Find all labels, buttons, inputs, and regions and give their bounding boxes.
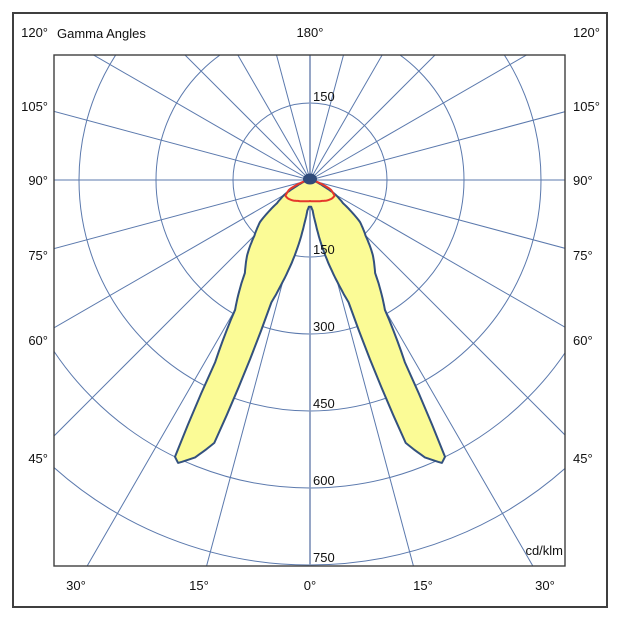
gamma-angle-label-left: 120° bbox=[21, 25, 48, 40]
gamma-angle-label-right: 60° bbox=[573, 333, 593, 348]
gamma-ray bbox=[309, 179, 565, 249]
gamma-ray bbox=[54, 179, 311, 250]
gamma-angle-label-bottom: 15° bbox=[189, 578, 209, 593]
gamma-angle-label-left: 90° bbox=[28, 173, 48, 188]
gamma-angle-label-right: 105° bbox=[573, 99, 600, 114]
gamma-ray bbox=[309, 55, 345, 181]
gamma-ray bbox=[54, 179, 311, 437]
gamma-angle-label-bottom: 0° bbox=[303, 578, 317, 593]
gamma-angle-label-left: 105° bbox=[21, 99, 48, 114]
plot-border bbox=[53, 54, 566, 567]
gamma-angle-label-top: 180° bbox=[296, 25, 324, 40]
gamma-angle-label-left: 75° bbox=[28, 248, 48, 263]
gamma-angle-label-bottom: 30° bbox=[535, 578, 555, 593]
cross-plane-curve bbox=[284, 179, 336, 203]
gamma-ray bbox=[309, 111, 565, 181]
gamma-angle-label-bottom: 30° bbox=[66, 578, 86, 593]
gamma-angle-label-left: 45° bbox=[28, 451, 48, 466]
gamma-ray bbox=[184, 55, 311, 181]
gamma-ray bbox=[92, 55, 311, 181]
intensity-tick-label: 450 bbox=[313, 396, 335, 411]
gamma-ray bbox=[309, 179, 565, 436]
gamma-angle-label-left: 60° bbox=[28, 333, 48, 348]
gamma-angle-label-right: 75° bbox=[573, 248, 593, 263]
gamma-angle-label-right: 120° bbox=[573, 25, 600, 40]
curves-layer bbox=[174, 179, 446, 464]
gamma-ray bbox=[309, 55, 528, 181]
gamma-angle-label-bottom: 15° bbox=[413, 578, 433, 593]
gamma-angle-label-right: 45° bbox=[573, 451, 593, 466]
gamma-ray bbox=[206, 179, 311, 566]
beam-lobe-curve bbox=[174, 179, 446, 464]
pole-point bbox=[303, 173, 317, 185]
intensity-tick-label: 600 bbox=[313, 473, 335, 488]
gamma-ray bbox=[54, 110, 311, 181]
intensity-unit-label: cd/klm bbox=[525, 543, 563, 558]
intensity-tick-label: 150 bbox=[313, 242, 335, 257]
gamma-angle-label-right: 90° bbox=[573, 173, 593, 188]
intensity-tick-label: 300 bbox=[313, 319, 335, 334]
intensity-tick-label-top: 150 bbox=[313, 89, 335, 104]
gamma-ray bbox=[309, 179, 414, 566]
gamma-ray bbox=[54, 179, 311, 329]
gamma-ray bbox=[309, 179, 565, 328]
intensity-tick-label: 750 bbox=[313, 550, 335, 565]
chart-title: Gamma Angles bbox=[57, 26, 146, 41]
gamma-ray bbox=[309, 55, 436, 181]
